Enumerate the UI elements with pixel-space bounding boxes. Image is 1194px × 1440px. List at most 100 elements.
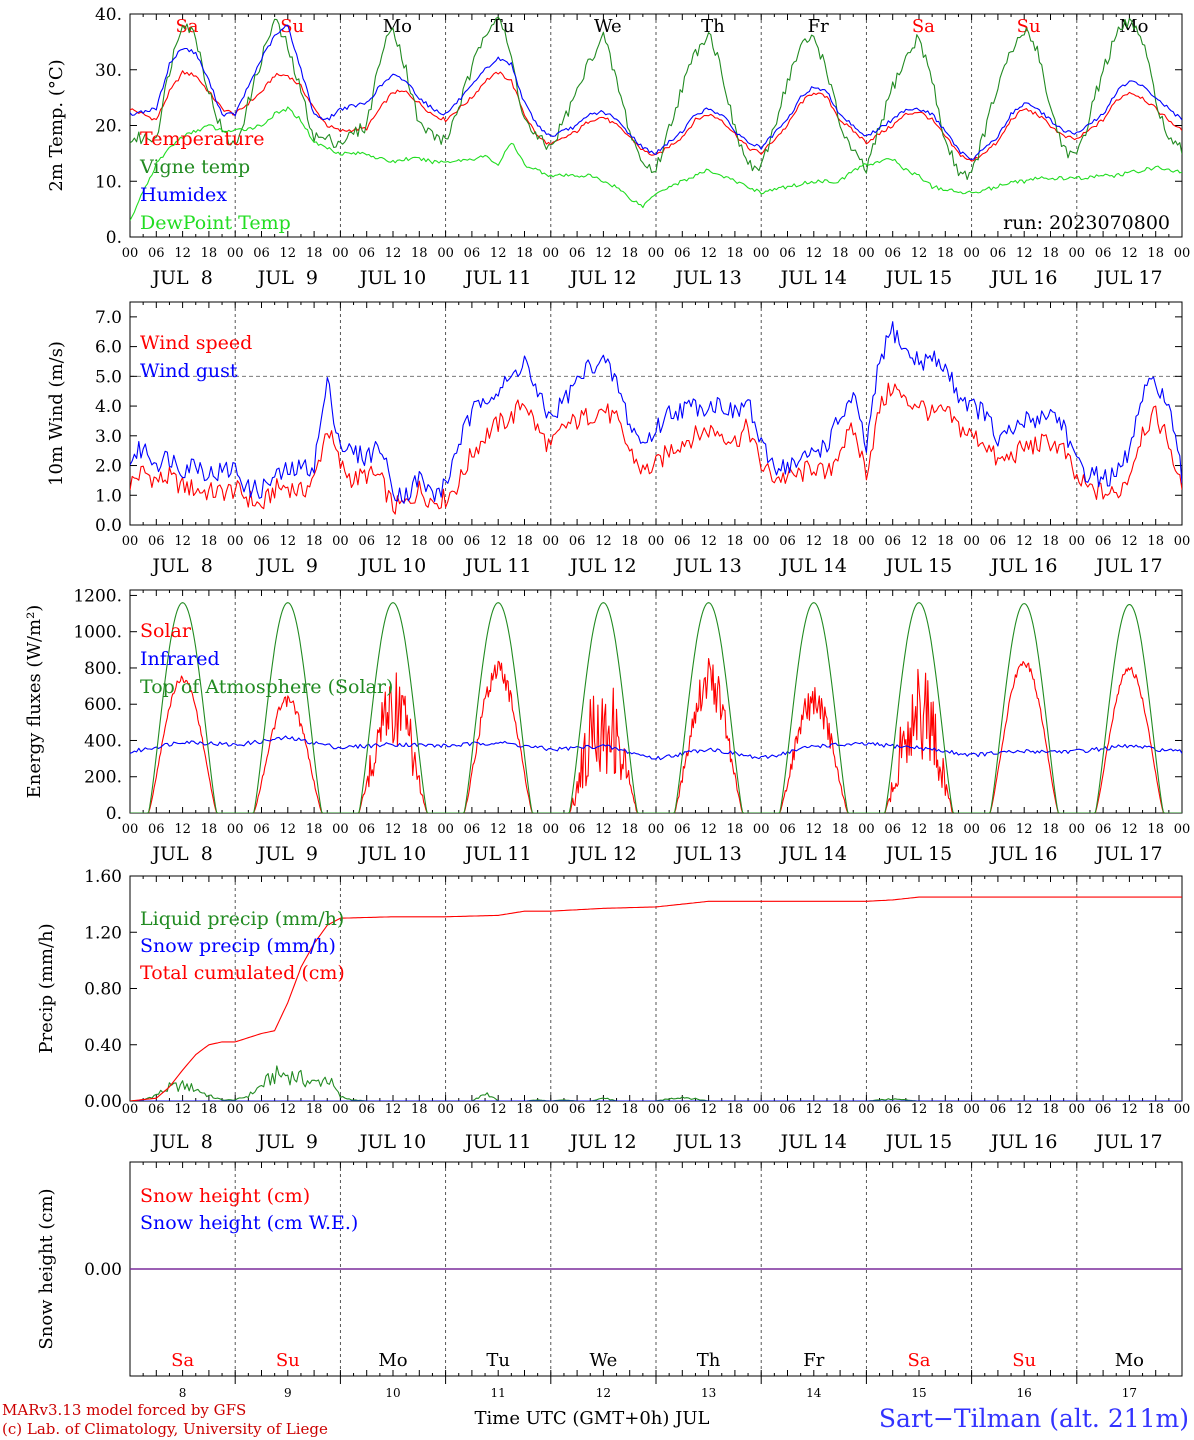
hour-tick-label: 12 — [174, 534, 191, 549]
y-tick-label: 0. — [106, 228, 122, 248]
date-label: JUL 9 — [256, 555, 318, 577]
hour-tick-label: 18 — [306, 1102, 323, 1117]
hour-tick-label: 12 — [490, 1102, 507, 1117]
date-label: JUL 17 — [1094, 843, 1162, 865]
hour-tick-label: 18 — [306, 822, 323, 837]
hour-tick-label: 12 — [490, 822, 507, 837]
hour-tick-label: 06 — [884, 1102, 901, 1117]
hour-tick-label: 12 — [1121, 534, 1138, 549]
hour-tick-label: 18 — [306, 246, 323, 261]
date-label: JUL 17 — [1094, 1131, 1162, 1153]
date-label: JUL 15 — [884, 843, 952, 865]
run-annotation: run: 2023070800 — [1003, 212, 1170, 234]
date-label: JUL 16 — [989, 267, 1057, 289]
y-tick-label: 7.0 — [95, 308, 122, 328]
day-number-label: 9 — [284, 1386, 292, 1400]
legend-entry: Snow precip (mm/h) — [140, 935, 336, 957]
hour-tick-label: 12 — [595, 246, 612, 261]
hour-tick-label: 18 — [832, 246, 849, 261]
hour-tick-label: 00 — [227, 534, 244, 549]
legend-entry: Top of Atmosphere (Solar) — [140, 676, 393, 698]
date-label: JUL 8 — [150, 555, 212, 577]
hour-tick-label: 12 — [911, 534, 928, 549]
hour-tick-label: 18 — [201, 822, 218, 837]
hour-tick-label: 00 — [753, 822, 770, 837]
hour-tick-label: 12 — [174, 1102, 191, 1117]
hour-tick-label: 06 — [464, 246, 481, 261]
hour-tick-label: 00 — [122, 534, 139, 549]
hour-tick-label: 12 — [1016, 246, 1033, 261]
hour-tick-label: 12 — [911, 246, 928, 261]
hour-tick-label: 06 — [990, 246, 1007, 261]
hour-tick-label: 06 — [884, 822, 901, 837]
y-axis-label: 2m Temp. (°C) — [46, 59, 67, 191]
hour-tick-label: 18 — [727, 822, 744, 837]
weekday-label: Th — [701, 16, 725, 37]
hour-tick-label: 18 — [201, 534, 218, 549]
date-label: JUL 16 — [989, 843, 1057, 865]
hour-tick-label: 12 — [385, 246, 402, 261]
y-tick-label: 400. — [84, 731, 122, 751]
y-tick-label: 1000. — [73, 623, 122, 643]
plot-frame — [129, 589, 1183, 814]
date-label: JUL 15 — [884, 1131, 952, 1153]
date-label: JUL 17 — [1094, 267, 1162, 289]
hour-tick-label: 00 — [122, 822, 139, 837]
hour-tick-label: 06 — [1095, 246, 1112, 261]
weekday-label: Tu — [486, 1350, 510, 1371]
hour-tick-label: 06 — [569, 246, 586, 261]
y-tick-label: 200. — [84, 768, 122, 788]
y-axis-label: Energy fluxes (W/m²) — [24, 605, 45, 799]
legend-entry: Liquid precip (mm/h) — [140, 908, 344, 930]
weekday-label: Mo — [378, 1350, 407, 1371]
weekday-label: We — [590, 1350, 618, 1371]
hour-tick-label: 06 — [1095, 1102, 1112, 1117]
hour-tick-label: 06 — [253, 246, 270, 261]
hour-tick-label: 18 — [411, 1102, 428, 1117]
hour-tick-label: 06 — [1095, 534, 1112, 549]
date-label: JUL 8 — [150, 1131, 212, 1153]
hour-tick-label: 00 — [437, 1102, 454, 1117]
hour-tick-label: 06 — [358, 534, 375, 549]
series-line — [130, 24, 1182, 161]
hour-tick-label: 12 — [1121, 822, 1138, 837]
date-label: JUL 12 — [568, 1131, 636, 1153]
hour-tick-label: 06 — [990, 534, 1007, 549]
precip-panel: 0.00 0.40 0.80 1.20 1.60 Precip (mm/h) 00 06 12 1… — [36, 867, 1190, 1153]
hour-tick-label: 00 — [753, 1102, 770, 1117]
hour-tick-label: 18 — [621, 1102, 638, 1117]
hour-tick-label: 00 — [858, 534, 875, 549]
hour-tick-label: 12 — [911, 1102, 928, 1117]
legend-entry: Humidex — [140, 184, 227, 206]
hour-tick-label: 12 — [700, 1102, 717, 1117]
weekday-label: Su — [1017, 16, 1041, 37]
temperature-panel: 0. 10. 20. 30. 40. 2m Temp. (°C) 00 06 12 18 JUL 8… — [46, 5, 1190, 289]
hour-tick-label: 06 — [148, 534, 165, 549]
y-tick-label: 600. — [84, 695, 122, 715]
legend-entry: Wind speed — [140, 332, 252, 354]
hour-tick-label: 12 — [595, 534, 612, 549]
date-label: JUL 10 — [358, 267, 426, 289]
hour-tick-label: 12 — [1121, 246, 1138, 261]
hour-tick-label: 00 — [227, 822, 244, 837]
weekday-label: Mo — [1119, 16, 1148, 37]
hour-tick-label: 06 — [674, 822, 691, 837]
hour-tick-label: 06 — [253, 534, 270, 549]
hour-tick-label: 18 — [937, 246, 954, 261]
series-line — [130, 106, 1182, 221]
hour-tick-label: 18 — [516, 1102, 533, 1117]
hour-tick-label: 18 — [411, 822, 428, 837]
hour-tick-label: 12 — [1016, 1102, 1033, 1117]
hour-tick-label: 18 — [516, 534, 533, 549]
hour-tick-label: 12 — [174, 246, 191, 261]
hour-tick-label: 18 — [937, 822, 954, 837]
hour-tick-label: 18 — [201, 1102, 218, 1117]
weekday-label: Fr — [803, 1350, 824, 1371]
legend-entry: Snow height (cm W.E.) — [140, 1212, 358, 1234]
hour-tick-label: 18 — [1147, 534, 1164, 549]
hour-tick-label: 00 — [858, 822, 875, 837]
series-line — [130, 16, 1182, 181]
hour-tick-label: 18 — [727, 534, 744, 549]
hour-tick-label: 06 — [884, 534, 901, 549]
